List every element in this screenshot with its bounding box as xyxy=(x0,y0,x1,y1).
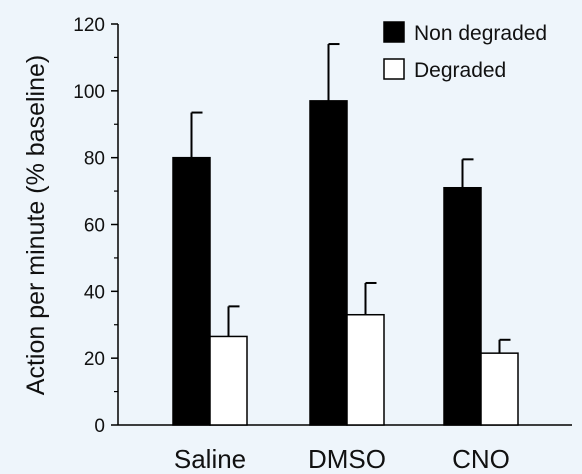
x-axis-labels: Saline DMSO CNO xyxy=(174,444,510,474)
bar-non-degraded xyxy=(443,186,482,426)
y-tick-label: 20 xyxy=(84,349,105,370)
y-tick-label: 40 xyxy=(84,282,105,303)
y-tick-label: 120 xyxy=(73,15,105,36)
x-category-label: Saline xyxy=(174,444,246,474)
bar-non-degraded xyxy=(172,156,211,426)
y-tick-label: 100 xyxy=(73,82,105,103)
legend-label-non-degraded: Non degraded xyxy=(414,22,547,45)
x-category-label: DMSO xyxy=(308,444,386,474)
bar-degraded xyxy=(346,313,385,426)
y-tick-label: 60 xyxy=(84,216,105,237)
legend: Non degraded Degraded xyxy=(383,21,547,82)
legend-swatch-non-degraded xyxy=(383,21,405,43)
legend-swatch-degraded xyxy=(383,58,405,80)
y-tick-label: 0 xyxy=(94,416,105,437)
y-axis: 0 20 40 60 80 100 120 xyxy=(73,15,572,437)
y-axis-title: Action per minute (% baseline) xyxy=(22,55,50,395)
y-tick-label: 80 xyxy=(84,149,105,170)
bar-degraded xyxy=(209,335,248,426)
bars-group xyxy=(172,43,519,426)
bar-degraded xyxy=(480,352,519,426)
x-category-label: CNO xyxy=(452,444,510,474)
legend-label-degraded: Degraded xyxy=(414,59,506,82)
bar-non-degraded xyxy=(309,100,348,426)
